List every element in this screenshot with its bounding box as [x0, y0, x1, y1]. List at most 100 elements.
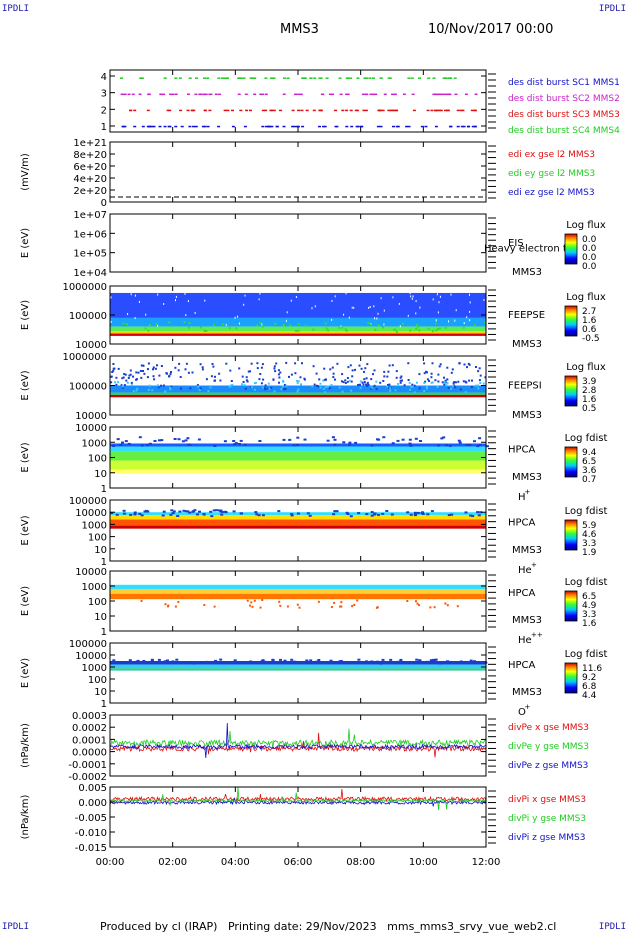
spectrogram-speck	[117, 381, 119, 384]
spectrogram-speck	[292, 444, 296, 447]
y-tick-label: 0.005	[78, 783, 107, 794]
burst-mark	[435, 109, 439, 112]
spectrogram-speck	[365, 383, 368, 386]
spectrogram-speck	[440, 662, 444, 665]
spectrogram-speck	[373, 305, 375, 308]
spectrogram-speck	[403, 384, 406, 387]
spectrogram-speck	[357, 658, 361, 661]
burst-mark	[194, 125, 198, 128]
spectrogram-speck	[220, 513, 224, 516]
spectrogram-speck	[415, 327, 418, 330]
spacecraft-label: MMS3	[512, 687, 542, 698]
spectrogram-speck	[469, 301, 471, 304]
burst-mark	[203, 109, 207, 112]
series-line	[109, 728, 487, 750]
spectrogram-speck	[455, 309, 457, 312]
burst-mark	[283, 77, 286, 79]
spectrogram-speck	[423, 382, 426, 384]
spectrogram-speck	[476, 662, 480, 665]
burst-mark	[163, 77, 167, 79]
y-tick-label: 100000	[69, 639, 107, 650]
spectrogram-speck	[129, 513, 133, 516]
spectrogram-speck	[344, 328, 347, 331]
burst-mark	[345, 93, 349, 96]
spectrogram-speck	[453, 381, 456, 383]
burst-mark	[282, 93, 286, 96]
y-tick-label: 1000	[82, 438, 107, 449]
burst-mark	[410, 77, 414, 79]
spectrogram-speck	[340, 605, 343, 608]
spectrogram-speck	[339, 605, 342, 608]
colorbar-title: Log flux	[566, 362, 606, 373]
spectrogram-speck	[261, 363, 264, 366]
spectrogram-speck	[290, 299, 292, 302]
series-line	[109, 788, 487, 804]
spectrogram-speck	[160, 384, 163, 387]
y-tick-label: 10000	[75, 508, 107, 519]
burst-mark	[163, 125, 167, 128]
spectrogram-speck	[382, 436, 386, 439]
spectrogram-speck	[383, 375, 386, 378]
spectrogram-speck	[230, 380, 233, 382]
spectrogram-speck	[184, 439, 188, 442]
spectrogram-speck	[325, 378, 327, 381]
spectrogram-speck	[411, 383, 414, 386]
spectrogram-speck	[430, 381, 433, 384]
spectrogram-speck	[282, 388, 285, 391]
colorbar-tick-label: -0.5	[582, 334, 600, 344]
burst-mark	[206, 77, 210, 79]
spectrogram-speck	[359, 380, 362, 383]
spectrogram-speck	[365, 377, 368, 380]
burst-mark	[203, 77, 206, 79]
spectrogram-speck	[290, 373, 293, 376]
burst-mark	[364, 93, 368, 96]
spectrogram-speck	[147, 362, 150, 365]
x-tick-label: 04:00	[221, 857, 250, 868]
spectrogram-speck	[442, 436, 446, 439]
spectrogram-speck	[334, 378, 336, 381]
spectrogram-speck	[377, 324, 380, 327]
burst-mark	[372, 77, 375, 79]
spectrogram-speck	[294, 362, 297, 365]
spectrogram-speck	[421, 513, 425, 515]
legend-entry: divPe x gse MMS3	[508, 723, 589, 733]
spectrogram-speck	[290, 658, 294, 661]
spectrogram-speck	[244, 387, 247, 390]
spectrogram-speck	[114, 661, 118, 664]
burst-mark	[445, 93, 448, 96]
spectrogram-speck	[140, 444, 144, 447]
spectrogram-speck	[437, 373, 440, 376]
spectrogram-speck	[361, 381, 364, 384]
spectrogram-speck	[274, 370, 277, 373]
burst-mark	[131, 93, 135, 96]
panel-frame	[109, 213, 487, 273]
spectrogram-speck	[452, 382, 455, 385]
spectrogram-speck	[282, 438, 286, 441]
spectrogram-speck	[169, 373, 172, 376]
spectrogram-speck	[210, 375, 213, 378]
spectrogram-speck	[376, 438, 379, 441]
colorbar-tick-label: 4.6	[582, 530, 597, 540]
spectrogram-speck	[311, 307, 313, 310]
species-label: He	[518, 565, 532, 576]
spectrogram-speck	[128, 374, 131, 377]
y-tick-label: 10	[94, 545, 107, 556]
panel-frame	[109, 141, 487, 203]
spectrogram-speck	[409, 292, 411, 295]
spectrogram-speck	[408, 381, 411, 384]
spectrogram-speck	[170, 385, 173, 388]
spectrogram-speck	[376, 661, 380, 664]
burst-mark	[461, 109, 465, 112]
spectrogram-speck	[363, 381, 366, 384]
spectrogram-speck	[486, 445, 489, 448]
spectrogram-speck	[415, 658, 419, 661]
spectrogram-speck	[264, 384, 267, 387]
spectrogram-speck	[243, 303, 245, 306]
spectrogram-speck	[445, 444, 448, 447]
spectrogram-speck	[380, 662, 384, 665]
spectrogram-speck	[446, 382, 449, 385]
burst-mark	[354, 109, 358, 112]
burst-mark	[245, 109, 249, 112]
spectrogram-speck	[203, 329, 206, 332]
x-tick-label: 06:00	[284, 857, 313, 868]
